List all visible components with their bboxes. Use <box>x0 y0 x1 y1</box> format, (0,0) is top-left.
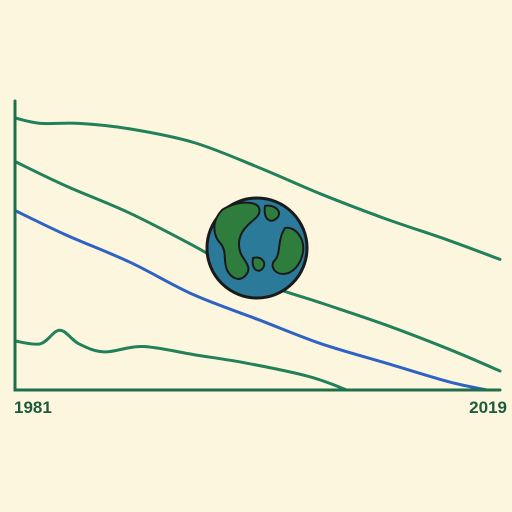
chart-axes <box>13 99 502 392</box>
series-line-3 <box>13 209 489 392</box>
x-tick-label: 1981 <box>14 398 52 417</box>
series-line-1 <box>13 116 502 261</box>
x-tick-labels: 1981 2019 <box>14 398 507 417</box>
x-tick-label: 2019 <box>469 398 507 417</box>
globe-icon <box>205 196 309 300</box>
series-line-4 <box>13 328 349 392</box>
series-group <box>13 116 502 392</box>
